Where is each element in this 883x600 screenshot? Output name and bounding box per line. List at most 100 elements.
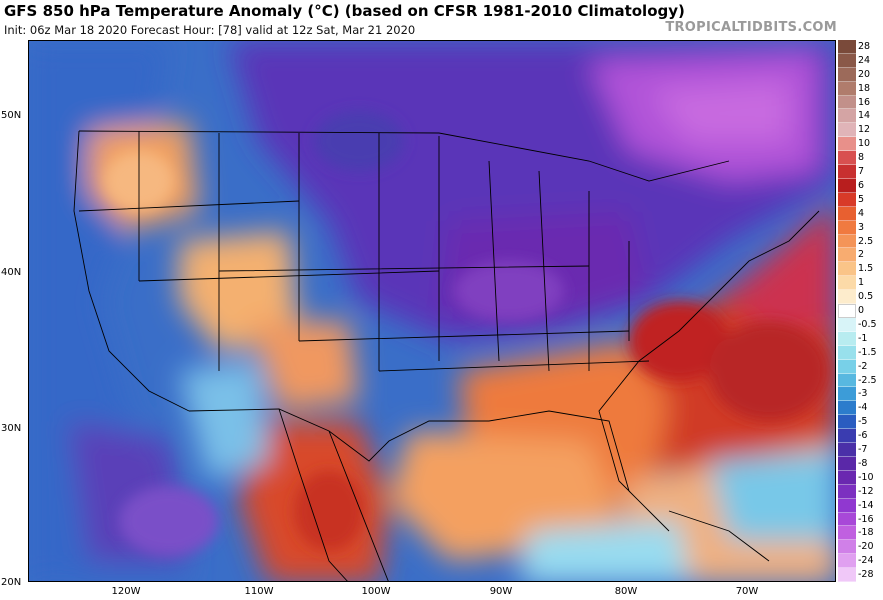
- anomaly-map-canvas: [29, 41, 835, 581]
- anomaly-field: [29, 41, 835, 581]
- lat-label-50n: 50N: [1, 110, 22, 121]
- colorbar-swatch: [838, 429, 856, 444]
- colorbar-label: 2: [858, 249, 865, 261]
- colorbar-swatch: [838, 373, 856, 388]
- caribbean-islands: [628, 490, 770, 562]
- lon-label-120w: 120W: [111, 586, 141, 597]
- colorbar-label: -18: [858, 527, 874, 539]
- colorbar-label: 4: [858, 207, 865, 219]
- colorbar-swatch: [838, 387, 856, 402]
- colorbar-swatch: [838, 95, 856, 110]
- colorbar-swatch: [838, 526, 856, 541]
- colorbar-label: 20: [858, 68, 871, 80]
- anomaly-map: [28, 40, 836, 582]
- colorbar-entry: -20: [838, 540, 883, 555]
- lat-label-30n: 30N: [1, 423, 22, 434]
- lon-label-110w: 110W: [244, 586, 274, 597]
- colorbar-label: 1.5: [858, 263, 874, 275]
- state-lines-horizontal: [78, 200, 650, 372]
- colorbar-swatch: [838, 81, 856, 96]
- colorbar-swatch: [838, 498, 856, 513]
- lat-label-40n: 40N: [1, 267, 22, 278]
- colorbar-entry: 0: [838, 304, 883, 318]
- colorbar-label: 8: [858, 152, 865, 164]
- colorbar-swatch: [838, 165, 856, 179]
- colorbar-label: -8: [858, 457, 868, 469]
- colorbar-entry: -6: [838, 429, 883, 444]
- colorbar-label: -5: [858, 416, 868, 428]
- colorbar-entry: -28: [838, 568, 883, 582]
- colorbar-swatch: [838, 331, 856, 346]
- colorbar-entry: -4: [838, 401, 883, 416]
- colorbar-label: 0.5: [858, 291, 874, 303]
- lat-label-20n: 20N: [1, 577, 22, 588]
- colorbar-label: 18: [858, 82, 871, 94]
- colorbar-swatch: [838, 276, 856, 291]
- boundaries: [73, 130, 820, 581]
- colorbar-entry: 10: [838, 137, 883, 152]
- colorbar-swatch: [838, 123, 856, 138]
- colorbar-swatch: [838, 192, 856, 207]
- colorbar-label: -1.5: [858, 346, 877, 358]
- colorbar-entry: 24: [838, 53, 883, 68]
- colorbar-entry: 14: [838, 109, 883, 124]
- us-south-east-coast: [188, 210, 820, 493]
- lon-label-70w: 70W: [735, 586, 759, 597]
- colorbar-label: -4: [858, 402, 868, 414]
- colorbar-entry: -2: [838, 359, 883, 374]
- anomaly-detail: [104, 111, 829, 556]
- map-title: GFS 850 hPa Temperature Anomaly (°C) (ba…: [4, 2, 685, 20]
- colorbar-label: -14: [858, 499, 874, 511]
- colorbar-entry: -0.5: [838, 317, 883, 332]
- colorbar-entry: -8: [838, 456, 883, 471]
- colorbar-label: 5: [858, 193, 865, 205]
- colorbar-swatch: [838, 359, 856, 374]
- colorbar-swatch: [838, 317, 856, 332]
- colorbar-label: -2.5: [858, 374, 877, 386]
- colorbar-swatch: [838, 206, 856, 221]
- colorbar-swatch: [838, 401, 856, 416]
- colorbar-swatch: [838, 456, 856, 471]
- mexico-outline: [278, 408, 389, 581]
- colorbar-label: -2: [858, 360, 868, 372]
- colorbar-swatch: [838, 345, 856, 360]
- lon-label-100w: 100W: [361, 586, 391, 597]
- colorbar-swatch: [838, 137, 856, 152]
- colorbar-entry: -12: [838, 484, 883, 499]
- colorbar-swatch: [838, 248, 856, 263]
- colorbar-swatch: [838, 220, 856, 235]
- colorbar-entry: -2.5: [838, 373, 883, 388]
- colorbar-entry: 4: [838, 206, 883, 221]
- colorbar-entry: -1.5: [838, 345, 883, 360]
- colorbar-entry: 7: [838, 165, 883, 179]
- colorbar-swatch: [838, 415, 856, 430]
- forecast-info: Init: 06z Mar 18 2020 Forecast Hour: [78…: [4, 23, 416, 37]
- brand-watermark[interactable]: TROPICALTIDBITS.COM: [665, 20, 837, 35]
- colorbar-label: 24: [858, 54, 871, 66]
- colorbar-label: 0: [858, 305, 865, 317]
- colorbar-entry: -7: [838, 443, 883, 457]
- colorbar-entry: -1: [838, 331, 883, 346]
- us-west-coast: [73, 130, 190, 412]
- colorbar-swatch: [838, 67, 856, 82]
- colorbar-label: -1: [858, 332, 868, 344]
- colorbar-label: -24: [858, 555, 874, 567]
- colorbar-entry: -10: [838, 470, 883, 485]
- colorbar-entry: 3: [838, 220, 883, 235]
- colorbar-label: 10: [858, 138, 871, 150]
- colorbar-swatch: [838, 53, 856, 68]
- colorbar-label: 3: [858, 221, 865, 233]
- colorbar-entry: -3: [838, 387, 883, 402]
- colorbar-label: 28: [858, 41, 871, 52]
- colorbar-swatch: [838, 470, 856, 485]
- colorbar-swatch: [838, 234, 856, 249]
- colorbar-swatch: [838, 151, 856, 166]
- lon-label-90w: 90W: [489, 586, 513, 597]
- colorbar-entry: 8: [838, 151, 883, 166]
- colorbar-label: -0.5: [858, 318, 877, 330]
- colorbar-label: 6: [858, 179, 865, 191]
- colorbar-entry: 1.5: [838, 262, 883, 277]
- colorbar-label: -7: [858, 444, 868, 456]
- colorbar-swatch: [838, 109, 856, 124]
- colorbar-entry: 0.5: [838, 290, 883, 305]
